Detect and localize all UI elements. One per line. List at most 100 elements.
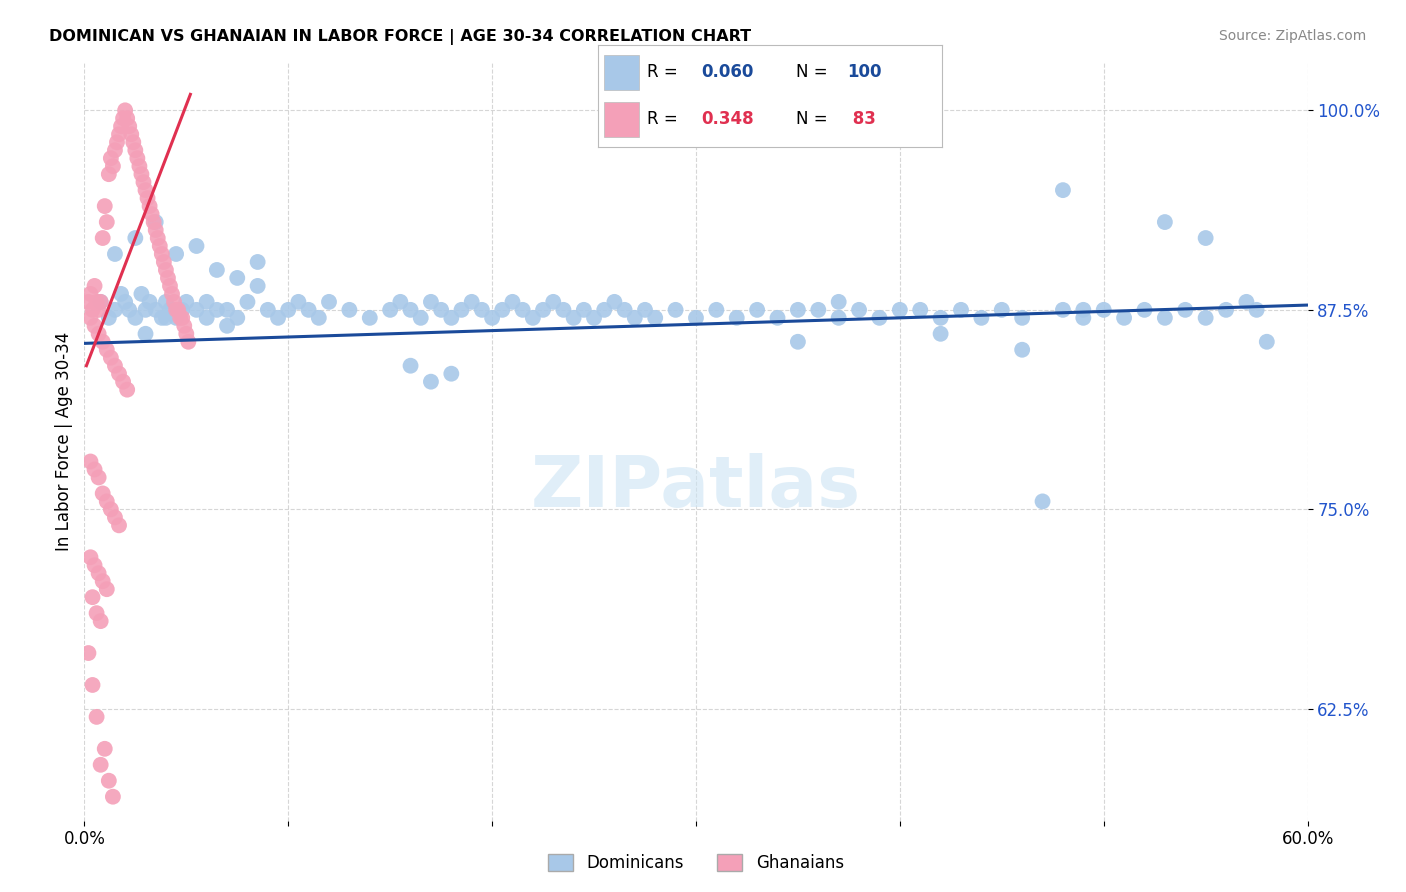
Point [135,183,157,197]
Point [174,326,197,341]
Point [124,310,146,325]
Point [165,310,187,325]
Point [440,367,463,381]
Point [150,310,173,325]
Point [359,310,381,325]
Point [624,310,647,325]
Point [583,310,606,325]
Point [787,334,810,349]
Point [141,207,163,221]
Point [145,215,167,229]
Point [706,302,728,317]
Point [77,294,100,309]
Point [1073,310,1095,325]
Point [135,326,157,341]
Point [86,606,108,620]
Point [114,294,136,309]
Point [118,302,141,317]
Point [82,678,104,692]
Point [226,271,249,285]
Point [572,302,595,317]
Point [79,310,101,325]
Point [79,286,101,301]
Point [138,199,160,213]
Point [87,470,110,484]
Point [77,646,100,660]
Point [308,310,330,325]
Point [108,128,131,142]
Point [159,302,181,317]
Point [512,302,534,317]
Point [145,302,167,317]
Point [79,550,101,565]
Point [174,294,197,309]
Point [1174,302,1197,317]
Point [562,310,585,325]
Point [1032,494,1054,508]
Point [420,294,443,309]
Point [146,231,169,245]
Point [115,112,138,126]
Y-axis label: In Labor Force | Age 30-34: In Labor Force | Age 30-34 [55,332,73,551]
Point [149,239,172,253]
Point [172,310,194,325]
Point [155,294,177,309]
Point [929,326,952,341]
Point [205,263,228,277]
Point [108,367,131,381]
Point [787,302,810,317]
Point [165,302,187,317]
Point [531,302,554,317]
Point [83,279,105,293]
Point [127,151,149,165]
Point [1011,343,1033,357]
Point [910,302,932,317]
Point [96,582,118,597]
Point [644,310,666,325]
Point [593,302,616,317]
Point [195,294,218,309]
Point [90,614,112,628]
Point [86,710,108,724]
Point [136,191,159,205]
Point [91,486,114,500]
Point [502,294,524,309]
Point [87,326,110,341]
Point [929,310,952,325]
Point [613,302,636,317]
Point [186,239,208,253]
Point [277,302,299,317]
Point [79,454,101,468]
Point [142,215,165,229]
Point [1052,183,1074,197]
Point [950,302,973,317]
Point [87,302,110,317]
Point [1011,310,1033,325]
Point [1236,294,1258,309]
Text: N =: N = [796,111,827,128]
Point [828,310,851,325]
Point [83,318,105,333]
Point [869,310,891,325]
Point [104,143,127,157]
Point [430,302,453,317]
Point [104,510,127,524]
Point [766,310,789,325]
Text: 83: 83 [848,111,876,128]
Point [246,279,269,293]
Point [399,359,422,373]
Point [318,294,340,309]
Legend: Dominicans, Ghanaians: Dominicans, Ghanaians [540,846,852,880]
Point [91,231,114,245]
Point [167,302,190,317]
Point [101,789,124,804]
Point [169,310,191,325]
Point [1114,310,1136,325]
Point [138,294,160,309]
Point [104,302,127,317]
Point [91,334,114,349]
Point [889,302,911,317]
Point [118,120,141,134]
Point [409,310,432,325]
Point [553,302,575,317]
